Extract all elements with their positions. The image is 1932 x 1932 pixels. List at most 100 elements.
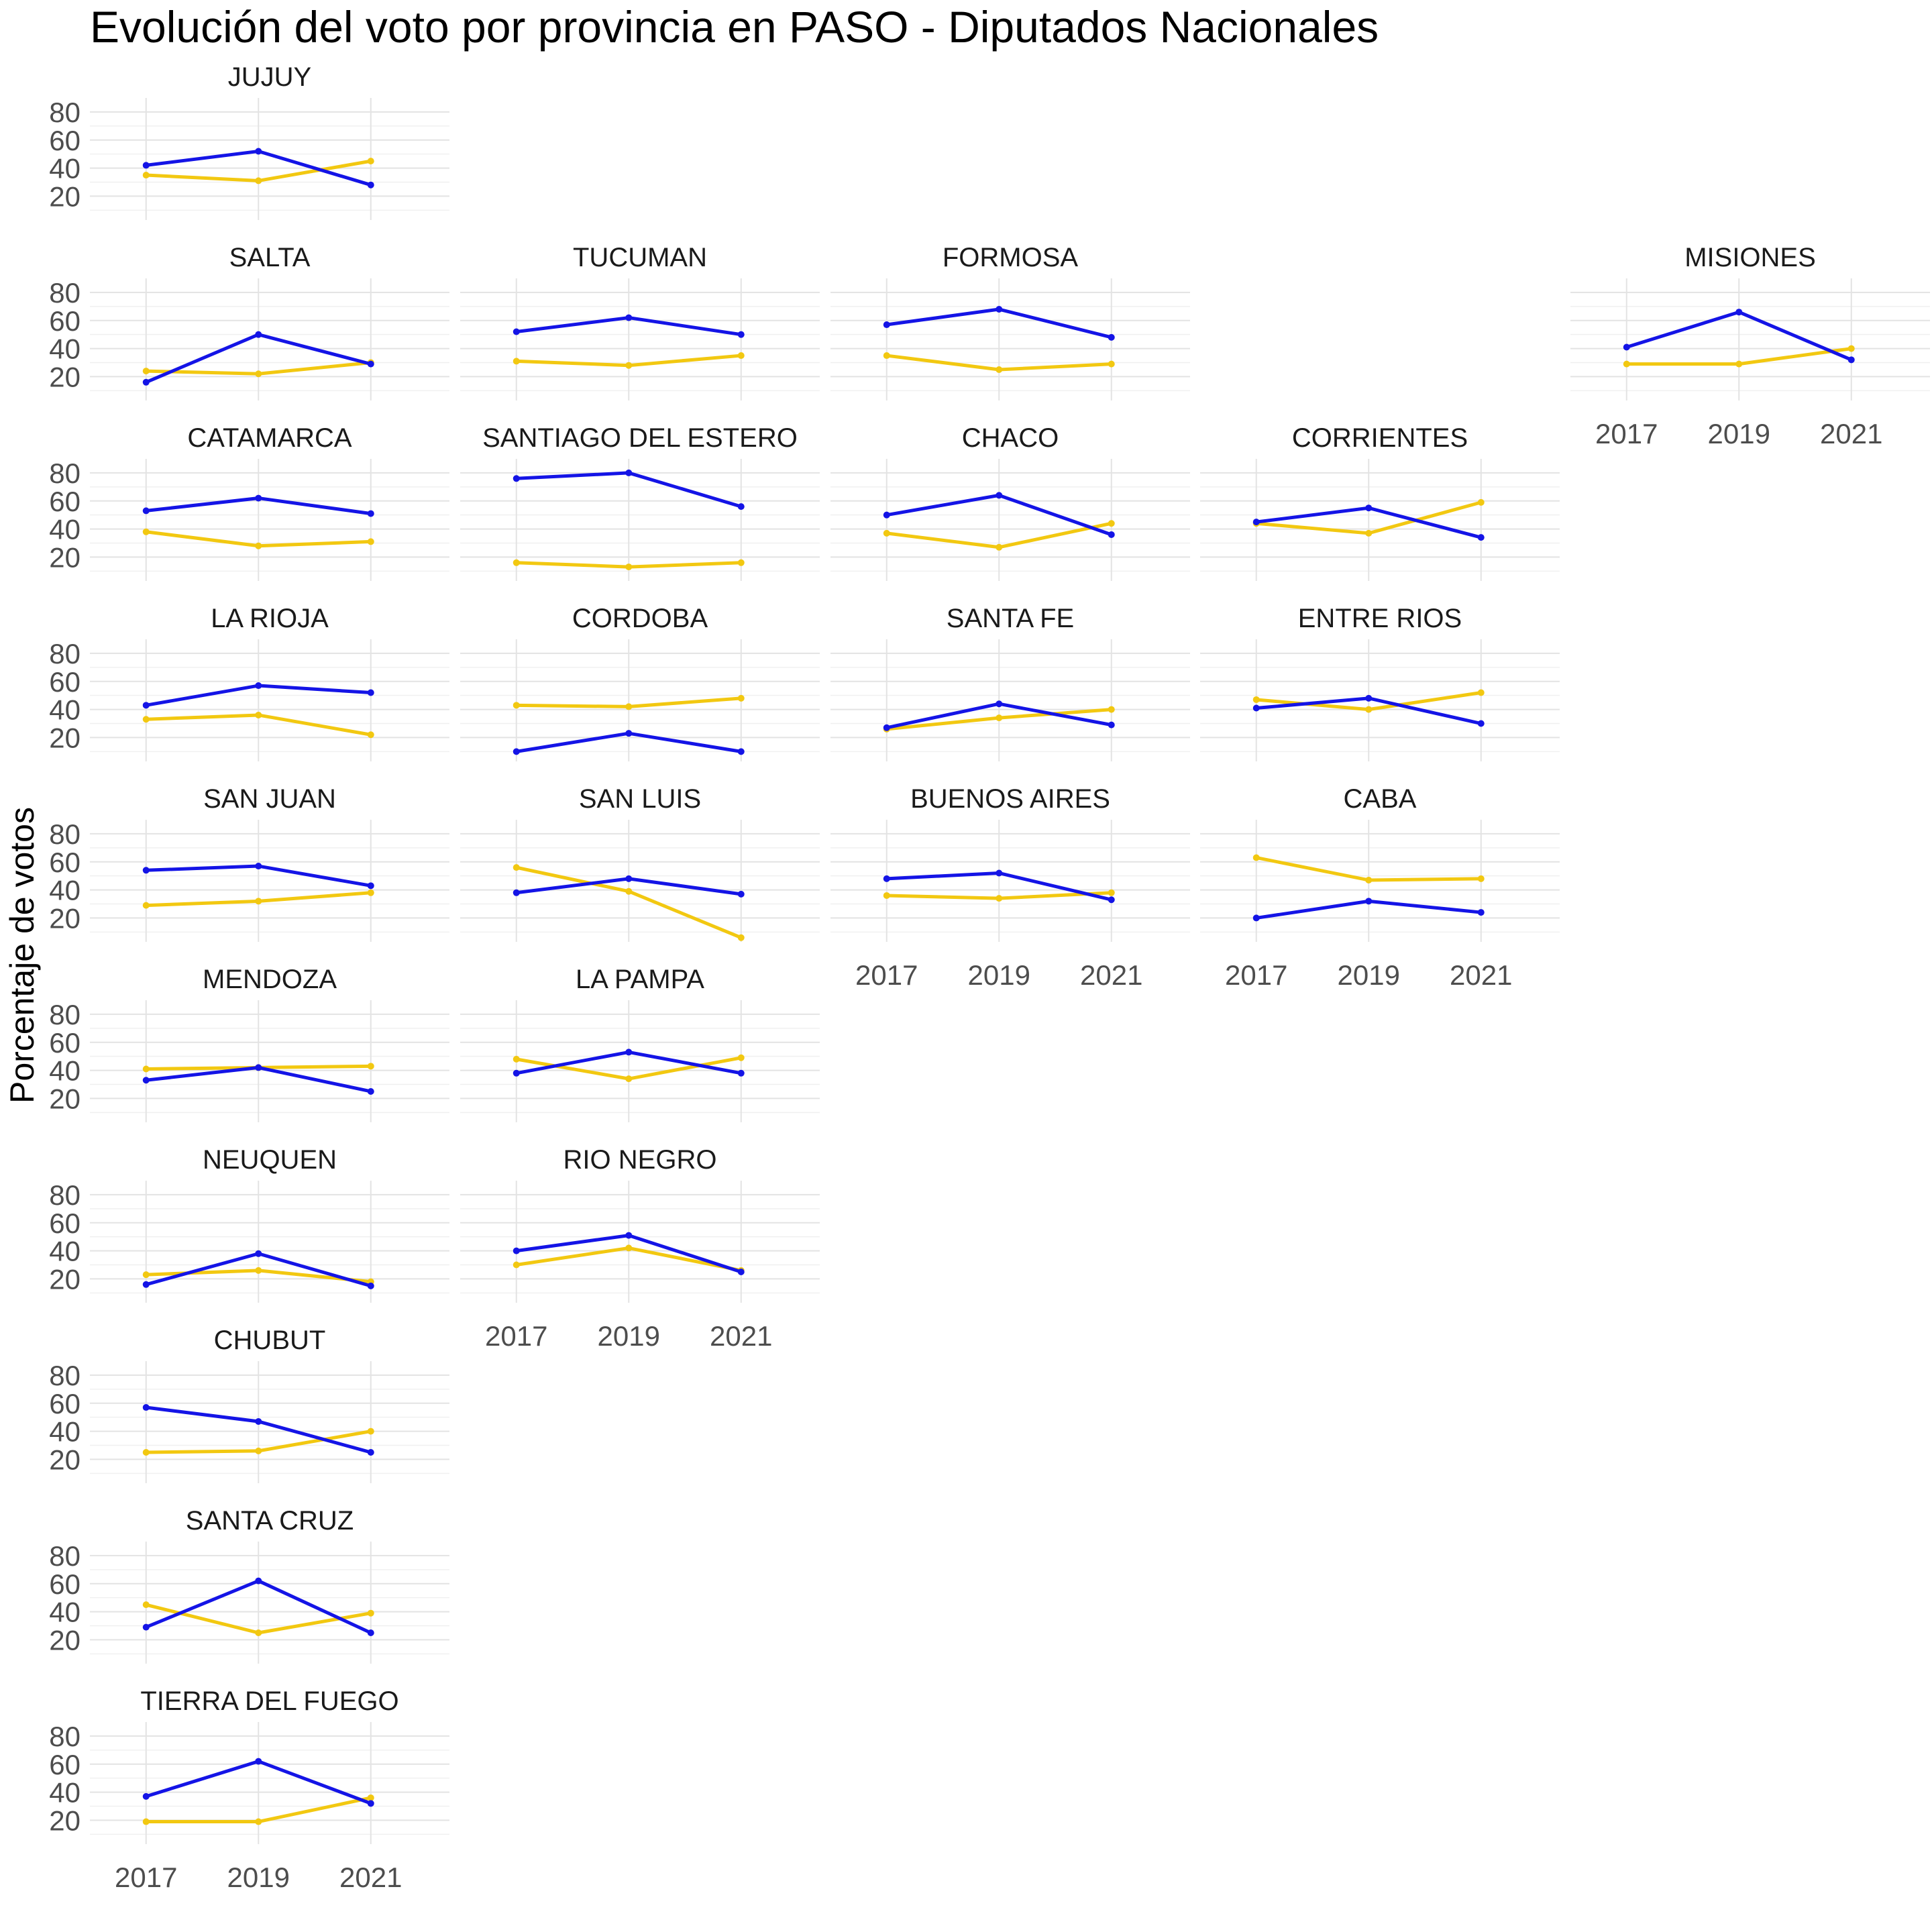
data-point-yellow — [367, 538, 374, 545]
data-point-yellow — [142, 172, 150, 179]
data-point-yellow — [255, 898, 262, 905]
data-point-blue — [255, 1064, 262, 1071]
x-tick-label: 2017 — [1595, 418, 1658, 449]
data-point-yellow — [1623, 360, 1630, 368]
data-point-blue — [737, 1268, 745, 1275]
data-point-blue — [142, 1792, 150, 1800]
data-point-blue — [737, 890, 745, 898]
y-tick-label: 60 — [49, 1749, 80, 1780]
data-point-blue — [513, 475, 520, 482]
y-tick-label: 40 — [49, 1055, 80, 1087]
data-point-yellow — [625, 703, 633, 710]
x-tick-label: 2021 — [1080, 959, 1142, 991]
data-point-yellow — [996, 543, 1003, 551]
panel-title: LA PAMPA — [576, 965, 704, 994]
panel-title: MENDOZA — [203, 965, 337, 994]
data-point-blue — [367, 181, 374, 189]
data-point-blue — [367, 1629, 374, 1636]
data-point-blue — [142, 702, 150, 709]
panel-title: CHACO — [962, 423, 1059, 453]
data-point-blue — [367, 510, 374, 517]
y-tick-label: 20 — [49, 1263, 80, 1295]
data-point-blue — [883, 321, 890, 329]
x-tick-label: 2021 — [339, 1862, 402, 1893]
y-tick-label: 80 — [49, 277, 80, 309]
data-point-blue — [513, 328, 520, 335]
x-tick-label: 2017 — [855, 959, 918, 991]
panel-title: NEUQUEN — [203, 1145, 337, 1175]
data-point-yellow — [1477, 689, 1485, 696]
data-point-yellow — [513, 702, 520, 709]
x-tick-label: 2017 — [485, 1320, 547, 1352]
data-point-blue — [883, 875, 890, 882]
x-tick-label: 2021 — [1450, 959, 1512, 991]
y-tick-label: 40 — [49, 694, 80, 726]
panel-cordoba: CORDOBA — [460, 604, 820, 761]
data-point-blue — [255, 1417, 262, 1425]
panel-title: SANTA FE — [947, 604, 1074, 633]
panel-entre-rios: ENTRE RIOS — [1200, 604, 1560, 761]
data-point-blue — [1252, 519, 1260, 526]
data-point-yellow — [367, 1428, 374, 1435]
data-point-blue — [1623, 343, 1630, 351]
data-point-blue — [996, 306, 1003, 313]
panel-title: CHUBUT — [214, 1326, 326, 1355]
data-point-yellow — [142, 528, 150, 535]
data-point-yellow — [142, 1448, 150, 1456]
y-tick-label: 20 — [49, 1083, 80, 1114]
y-tick-label: 60 — [49, 666, 80, 698]
y-tick-label: 20 — [49, 361, 80, 392]
panel-san-luis: SAN LUIS — [460, 784, 820, 942]
panel-title: RIO NEGRO — [564, 1145, 717, 1175]
panel-buenos-aires: BUENOS AIRES 2017 2019 2021 — [830, 784, 1190, 991]
data-point-blue — [1108, 531, 1115, 538]
data-point-blue — [142, 162, 150, 169]
data-point-blue — [255, 1758, 262, 1765]
panel-title: SANTA CRUZ — [186, 1506, 354, 1536]
data-point-blue — [367, 1282, 374, 1289]
data-point-blue — [996, 492, 1003, 499]
panel-la-pampa: LA PAMPA — [460, 965, 820, 1122]
panel-caba: CABA 2017 2019 2021 — [1200, 784, 1560, 991]
x-tick-label: 2017 — [115, 1862, 177, 1893]
data-point-blue — [255, 863, 262, 870]
x-tick-label: 2019 — [1338, 959, 1400, 991]
y-tick-label: 80 — [49, 1360, 80, 1391]
panel-rio-negro: RIO NEGRO 2017 2019 2021 — [460, 1145, 820, 1352]
data-point-yellow — [142, 902, 150, 909]
data-point-yellow — [255, 177, 262, 184]
data-point-blue — [625, 314, 633, 321]
y-tick-label: 60 — [49, 125, 80, 156]
data-point-yellow — [737, 352, 745, 360]
data-point-yellow — [1365, 706, 1373, 713]
panel-chaco: CHACO — [830, 423, 1190, 581]
data-point-yellow — [1252, 854, 1260, 861]
data-point-blue — [142, 867, 150, 874]
data-point-blue — [737, 331, 745, 338]
data-point-blue — [1108, 333, 1115, 341]
data-point-blue — [1365, 898, 1373, 905]
data-point-yellow — [513, 864, 520, 871]
data-point-blue — [996, 869, 1003, 877]
y-tick-label: 80 — [49, 638, 80, 669]
data-point-yellow — [255, 1818, 262, 1825]
data-point-blue — [883, 724, 890, 731]
y-tick-label: 20 — [49, 180, 80, 212]
x-tick-label: 2019 — [1708, 418, 1770, 449]
x-tick-label: 2021 — [710, 1320, 772, 1352]
data-point-yellow — [1108, 520, 1115, 527]
data-point-blue — [737, 1069, 745, 1077]
x-tick-label: 2019 — [968, 959, 1030, 991]
data-point-yellow — [367, 158, 374, 165]
panel-tucuman: TUCUMAN — [460, 243, 820, 400]
data-point-yellow — [1108, 706, 1115, 713]
data-point-yellow — [625, 888, 633, 895]
data-point-blue — [142, 1077, 150, 1084]
data-point-yellow — [142, 1065, 150, 1073]
data-point-blue — [883, 511, 890, 519]
data-point-blue — [1477, 534, 1485, 541]
data-point-blue — [1365, 504, 1373, 512]
